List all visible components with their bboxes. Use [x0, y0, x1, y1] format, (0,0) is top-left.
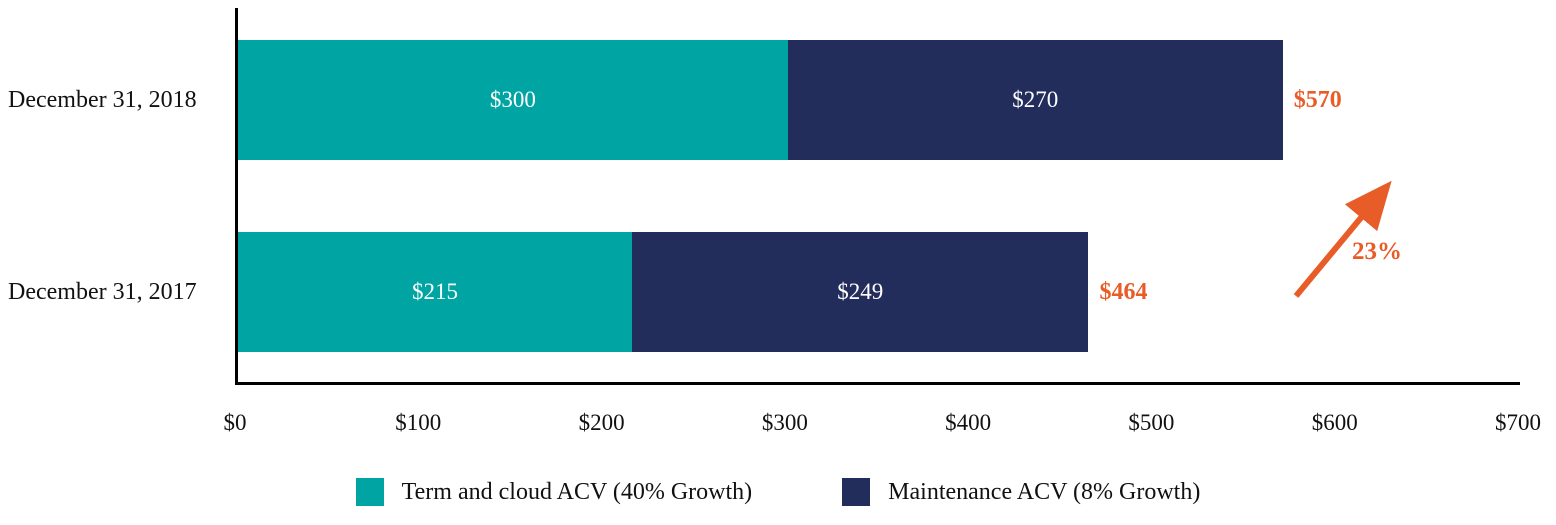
legend-item-maintenance-acv: Maintenance ACV (8% Growth) — [842, 478, 1200, 506]
total-value-label: $464 — [1099, 279, 1148, 305]
growth-percentage-label: 23% — [1352, 238, 1402, 265]
legend-swatch — [355, 478, 384, 506]
category-label: December 31, 2017 — [8, 279, 197, 305]
total-value-label: $570 — [1293, 87, 1342, 113]
legend-label: Maintenance ACV (8% Growth) — [888, 478, 1201, 505]
bar-row: $300 $270 — [238, 40, 1283, 160]
x-axis-tick-label: $0 — [223, 410, 247, 435]
x-axis-tick-label: $600 — [1311, 410, 1358, 435]
x-axis-tick-label: $500 — [1128, 410, 1175, 435]
x-axis-tick-label: $400 — [945, 410, 992, 435]
x-axis-tick-label: $700 — [1495, 410, 1541, 435]
x-axis-tick-label: $100 — [395, 410, 442, 435]
bar-segment-maintenance-acv: $249 — [632, 232, 1089, 352]
bar-segment-maintenance-acv: $270 — [787, 40, 1283, 160]
category-label: December 31, 2018 — [8, 87, 197, 113]
legend-item-term-cloud-acv: Term and cloud ACV (40% Growth) — [355, 478, 753, 506]
x-axis-tick-label: $200 — [578, 410, 625, 435]
chart-legend: Term and cloud ACV (40% Growth) Maintenan… — [0, 478, 1556, 506]
growth-arrow-icon — [1293, 180, 1392, 298]
legend-label: Term and cloud ACV (40% Growth) — [401, 478, 753, 505]
legend-swatch — [842, 478, 871, 506]
plot-area: $300 $270 $215 $249 — [235, 8, 1520, 385]
bar-segment-term-cloud-acv: $300 — [238, 40, 788, 160]
bar-segment-term-cloud-acv: $215 — [238, 232, 633, 352]
bar-row: $215 $249 — [238, 232, 1089, 352]
x-axis-tick-label: $300 — [761, 410, 808, 435]
